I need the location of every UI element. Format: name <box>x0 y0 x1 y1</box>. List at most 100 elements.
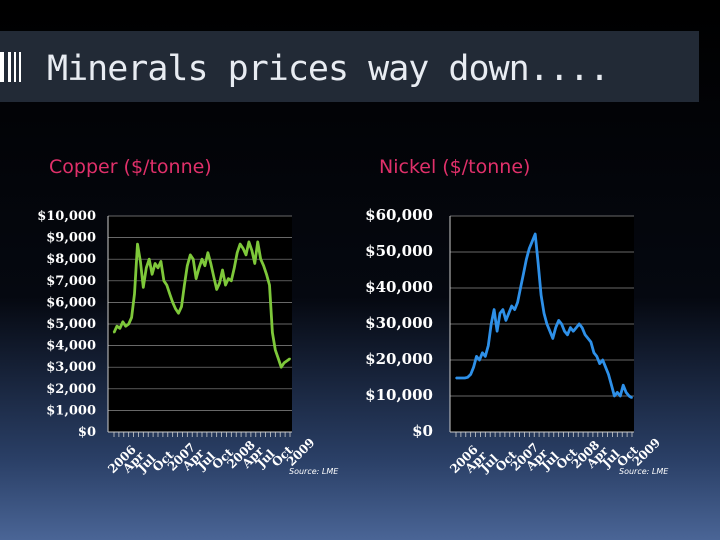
copper-y-tick-label: $8,000 <box>46 252 96 267</box>
copper-data-point <box>283 362 285 364</box>
nickel-data-point <box>478 359 481 361</box>
copper-data-point <box>163 279 165 282</box>
copper-data-point <box>259 258 262 261</box>
copper-y-tick-label: $5,000 <box>46 317 96 332</box>
copper-data-point <box>177 312 180 315</box>
copper-data-point <box>119 327 121 330</box>
nickel-data-point <box>549 330 551 333</box>
copper-data-point <box>248 241 250 243</box>
nickel-data-point <box>487 344 490 347</box>
copper-y-tick-label: $10,000 <box>37 209 96 224</box>
nickel-data-point <box>472 366 475 369</box>
nickel-data-point <box>540 294 542 297</box>
nickel-y-tick-label: $20,000 <box>365 350 433 368</box>
copper-data-point <box>256 241 259 243</box>
copper-data-point <box>116 325 118 328</box>
nickel-y-tick-label: $50,000 <box>365 242 433 260</box>
copper-data-point <box>289 357 291 360</box>
nickel-data-point <box>604 366 607 369</box>
copper-data-point <box>274 349 277 351</box>
nickel-y-tick-label: $0 <box>412 422 433 440</box>
nickel-data-point <box>566 333 569 336</box>
nickel-data-point <box>628 395 630 397</box>
copper-data-point <box>180 305 183 308</box>
copper-data-point <box>265 273 268 276</box>
nickel-data-point <box>563 330 566 333</box>
copper-data-point <box>133 292 136 295</box>
copper-data-point <box>171 301 174 304</box>
nickel-data-point <box>598 362 601 365</box>
copper-data-point <box>224 284 227 286</box>
nickel-data-point <box>622 384 625 387</box>
copper-data-point <box>280 366 283 369</box>
nickel-data-point <box>522 272 525 275</box>
copper-data-point <box>251 249 253 252</box>
copper-data-point <box>212 275 215 278</box>
copper-data-point <box>124 325 127 328</box>
nickel-data-point <box>560 323 563 325</box>
copper-data-point <box>142 286 145 289</box>
nickel-data-point <box>572 330 575 333</box>
nickel-data-point <box>551 337 554 340</box>
copper-data-point <box>198 266 201 269</box>
nickel-data-point <box>613 395 616 397</box>
nickel-data-point <box>505 319 507 322</box>
title-bar <box>0 31 699 102</box>
nickel-data-point <box>575 326 578 329</box>
copper-data-point <box>239 243 242 246</box>
nickel-y-tick-label: $40,000 <box>365 278 433 296</box>
title-decoration-bar <box>0 52 4 82</box>
copper-data-point <box>151 273 154 276</box>
copper-data-point <box>230 279 233 282</box>
copper-data-point <box>236 251 239 254</box>
nickel-data-point <box>595 355 598 358</box>
copper-y-tick-label: $6,000 <box>46 295 96 310</box>
copper-data-point <box>121 320 124 323</box>
nickel-data-point <box>543 312 545 315</box>
nickel-data-point <box>484 355 487 358</box>
nickel-data-point <box>537 261 539 264</box>
nickel-data-point <box>461 377 463 379</box>
nickel-data-point <box>531 240 534 243</box>
copper-y-tick-label: $4,000 <box>46 339 96 354</box>
copper-data-point <box>168 292 171 295</box>
nickel-data-point <box>528 247 531 250</box>
copper-data-point <box>127 323 130 325</box>
copper-data-point <box>253 262 256 265</box>
nickel-data-point <box>631 396 633 399</box>
copper-data-point <box>262 264 265 267</box>
nickel-chart-heading: Nickel ($/tonne) <box>379 156 531 178</box>
nickel-data-point <box>475 355 478 358</box>
nickel-y-tick-label: $60,000 <box>365 206 433 224</box>
copper-data-point <box>160 260 162 263</box>
nickel-data-point <box>557 319 560 322</box>
copper-data-point <box>242 247 245 250</box>
title-decoration-bar <box>19 52 21 82</box>
copper-data-point <box>209 262 212 265</box>
nickel-data-point <box>469 373 472 376</box>
copper-data-point <box>192 258 195 261</box>
copper-data-point <box>215 288 218 291</box>
nickel-data-point <box>578 323 581 325</box>
copper-data-point <box>286 359 288 362</box>
nickel-data-point <box>516 301 519 304</box>
copper-data-point <box>201 258 203 261</box>
copper-data-point <box>136 243 139 246</box>
copper-data-point <box>233 266 236 269</box>
copper-data-point <box>195 277 198 280</box>
nickel-data-point <box>493 308 495 311</box>
nickel-data-point <box>546 323 548 325</box>
copper-data-point <box>145 266 148 269</box>
nickel-data-point <box>554 326 557 329</box>
copper-data-point <box>130 316 133 319</box>
nickel-data-point <box>513 308 516 311</box>
copper-y-tick-label: $1,000 <box>46 403 96 418</box>
nickel-data-point <box>463 377 466 379</box>
copper-data-point <box>186 264 189 267</box>
copper-data-point <box>148 258 151 261</box>
nickel-data-point <box>510 305 513 307</box>
copper-data-point <box>139 260 142 263</box>
nickel-data-point <box>601 359 604 361</box>
copper-chart-heading: Copper ($/tonne) <box>49 156 212 178</box>
nickel-data-point <box>584 333 586 336</box>
